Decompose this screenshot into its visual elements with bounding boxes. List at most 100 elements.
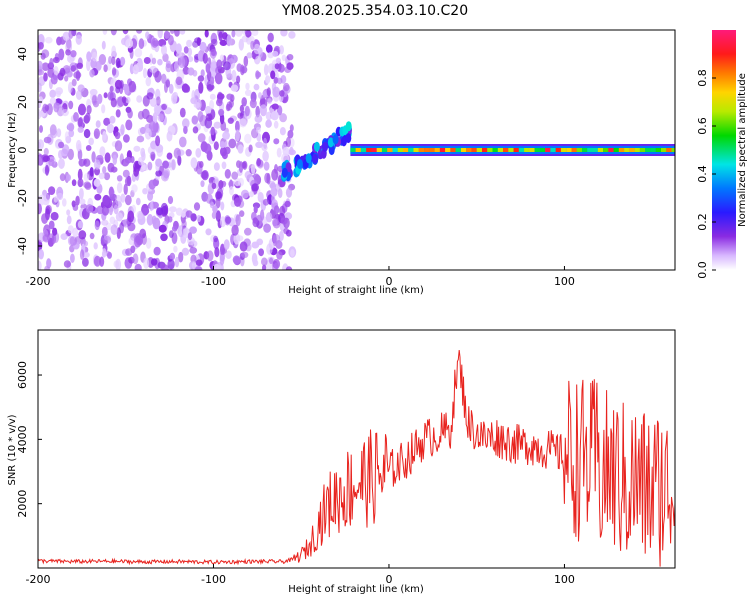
noise-blob (42, 234, 51, 243)
carrier-core (603, 148, 609, 152)
noise-blob (227, 117, 234, 124)
carrier-core (418, 148, 425, 152)
noise-blob (55, 90, 62, 98)
noise-blob (83, 128, 91, 139)
carrier-core (513, 148, 519, 152)
carrier-core (645, 148, 651, 152)
noise-blob (204, 30, 209, 38)
noise-blob (246, 52, 253, 59)
carrier-core (487, 148, 493, 152)
x-tick-label: -100 (201, 275, 226, 288)
noise-blob (219, 216, 226, 228)
noise-blob (56, 36, 62, 46)
noise-blob (275, 57, 281, 64)
noise-blob (59, 67, 66, 77)
noise-blob (256, 158, 262, 167)
carrier-core (403, 148, 409, 152)
noise-blob (120, 193, 126, 203)
noise-blob (101, 104, 106, 114)
noise-blob (89, 167, 94, 177)
noise-blob (226, 34, 232, 47)
noise-blob (211, 182, 217, 190)
noise-blob (213, 121, 221, 129)
noise-blob (144, 128, 152, 140)
noise-blob (50, 128, 58, 139)
carrier-core (466, 148, 472, 152)
noise-blob (200, 141, 208, 153)
snr-background (38, 330, 675, 568)
x-tick-label: 0 (385, 573, 392, 586)
noise-blob (101, 251, 107, 258)
noise-blob (70, 50, 77, 58)
noise-blob (261, 257, 268, 266)
noise-blob (111, 45, 117, 57)
noise-blob (83, 158, 91, 167)
noise-blob (244, 105, 250, 117)
noise-blob (102, 130, 107, 141)
noise-blob (112, 154, 118, 166)
noise-blob (248, 191, 254, 198)
noise-blob (272, 50, 279, 57)
noise-blob (183, 125, 188, 135)
noise-blob (43, 193, 51, 202)
noise-blob (110, 97, 117, 108)
noise-blob (41, 62, 50, 71)
noise-blob (38, 194, 45, 206)
noise-blob (43, 136, 52, 144)
noise-blob (53, 66, 59, 76)
noise-blob (262, 264, 267, 270)
noise-blob (189, 226, 198, 234)
noise-blob (102, 194, 110, 206)
noise-blob (219, 54, 224, 62)
carrier-core (413, 148, 419, 152)
noise-blob (79, 249, 85, 260)
noise-blob (205, 228, 212, 236)
carrier-core (397, 148, 403, 152)
noise-blob (85, 204, 94, 214)
noise-blob (157, 58, 163, 66)
noise-blob (43, 72, 48, 82)
carrier-core (497, 148, 504, 152)
noise-blob (214, 72, 223, 85)
noise-blob (171, 159, 176, 171)
noise-blob (125, 38, 134, 49)
carrier-core (534, 148, 540, 152)
noise-blob (241, 251, 249, 259)
carrier-core (571, 148, 577, 152)
noise-blob (235, 214, 241, 227)
noise-blob (101, 40, 106, 50)
noise-blob (239, 118, 247, 128)
noise-blob (253, 83, 260, 91)
noise-blob (236, 235, 244, 242)
noise-blob (277, 77, 283, 85)
noise-blob (73, 112, 79, 122)
noise-blob (213, 235, 219, 243)
noise-blob (109, 115, 116, 124)
noise-blob (165, 63, 172, 73)
y-tick-label: 2000 (16, 490, 29, 518)
x-tick-label: 100 (554, 275, 575, 288)
carrier-core (555, 148, 561, 152)
noise-blob (63, 260, 71, 268)
noise-blob (225, 250, 232, 259)
noise-blob (265, 44, 273, 54)
noise-blob (39, 125, 43, 133)
noise-blob (77, 117, 83, 128)
carrier-core (550, 148, 556, 152)
noise-blob (225, 103, 231, 112)
noise-blob (41, 49, 50, 59)
noise-blob (285, 136, 291, 148)
noise-blob (113, 204, 119, 215)
noise-blob (41, 213, 49, 225)
noise-blob (42, 103, 48, 114)
carrier-core (597, 148, 604, 152)
noise-blob (190, 157, 198, 169)
noise-blob (75, 139, 82, 152)
noise-blob (252, 217, 258, 224)
noise-blob (276, 251, 283, 260)
noise-blob (179, 30, 186, 35)
noise-blob (75, 90, 83, 100)
noise-blob (48, 220, 55, 230)
noise-blob (252, 259, 259, 267)
